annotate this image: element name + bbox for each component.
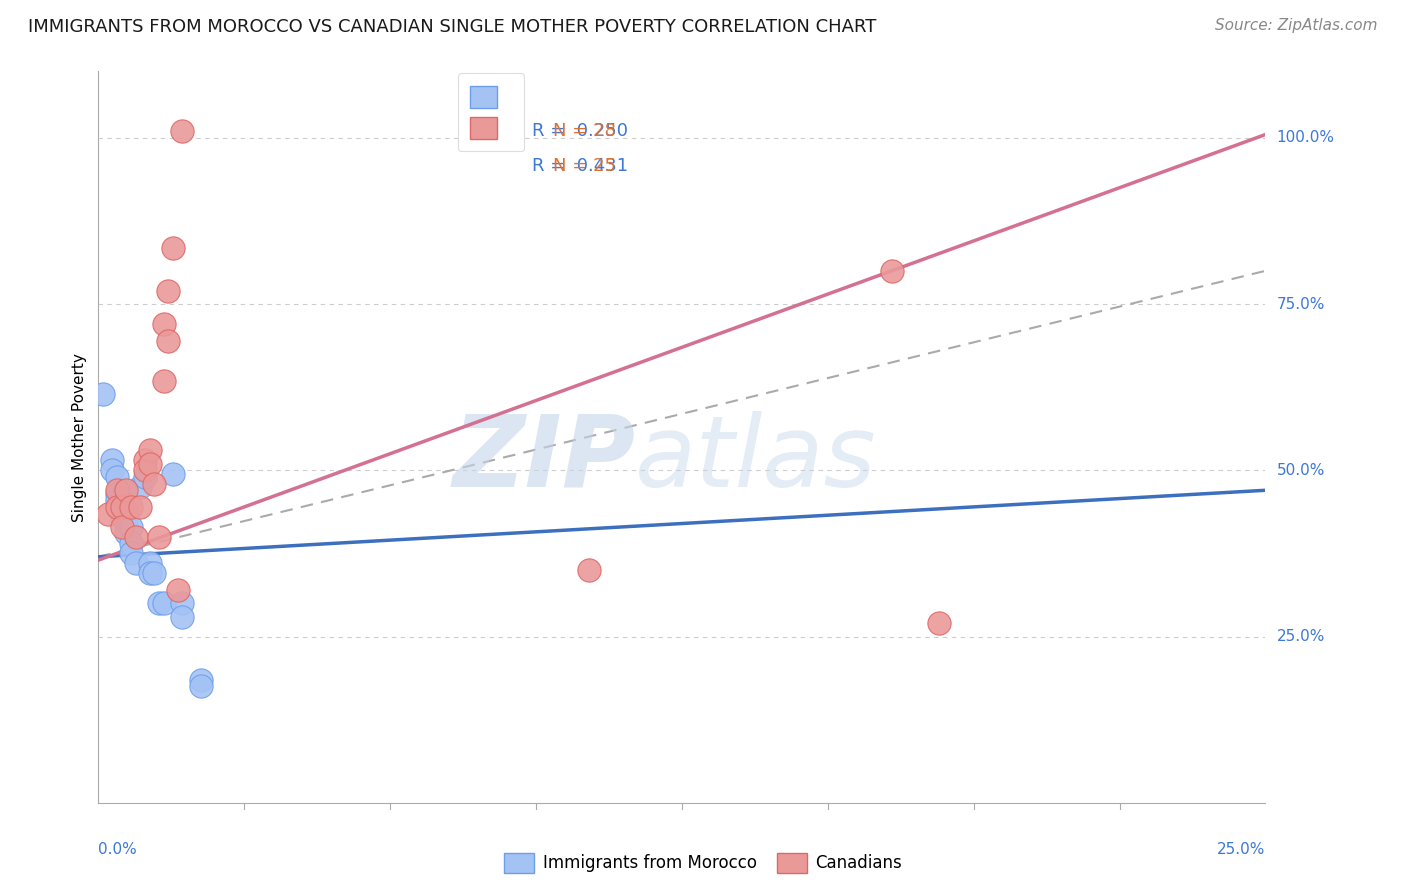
Legend: Immigrants from Morocco, Canadians: Immigrants from Morocco, Canadians [498, 847, 908, 880]
Point [139, 443, 162, 458]
Text: IMMIGRANTS FROM MOROCCO VS CANADIAN SINGLE MOTHER POVERTY CORRELATION CHART: IMMIGRANTS FROM MOROCCO VS CANADIAN SING… [28, 18, 876, 36]
Point [134, 463, 156, 477]
Point [129, 480, 152, 494]
Point [157, 284, 180, 298]
Text: ZIP: ZIP [453, 410, 636, 508]
Point [172, 124, 194, 138]
Point [105, 500, 128, 514]
Point [101, 463, 124, 477]
Text: R =  0.250: R = 0.250 [531, 122, 627, 140]
Point [143, 566, 166, 581]
Point [134, 470, 156, 484]
Point [172, 609, 194, 624]
Point [162, 467, 184, 481]
Point [111, 490, 134, 504]
Point [139, 457, 162, 471]
Point [115, 483, 138, 498]
Legend: , : , [457, 73, 524, 152]
Point [120, 520, 142, 534]
Text: N = 28: N = 28 [553, 122, 616, 140]
Point [101, 453, 124, 467]
Point [152, 317, 174, 331]
Point [120, 500, 142, 514]
Point [120, 536, 142, 550]
Text: atlas: atlas [636, 410, 877, 508]
Point [125, 530, 148, 544]
Point [928, 616, 950, 631]
Point [152, 374, 174, 388]
Point [111, 509, 134, 524]
Point [162, 241, 184, 255]
Text: 75.0%: 75.0% [1277, 297, 1324, 311]
Point [91, 387, 114, 401]
Point [139, 557, 162, 571]
Text: 25.0%: 25.0% [1277, 629, 1324, 644]
Point [134, 453, 156, 467]
Point [115, 526, 138, 541]
Point [172, 596, 194, 610]
Point [105, 470, 128, 484]
Point [111, 500, 134, 514]
Point [157, 334, 180, 348]
Point [129, 500, 152, 514]
Point [125, 557, 148, 571]
Point [166, 582, 188, 597]
Point [105, 486, 128, 500]
Text: N = 25: N = 25 [553, 157, 616, 175]
Point [111, 500, 134, 514]
Point [115, 503, 138, 517]
Point [105, 483, 128, 498]
Point [139, 566, 162, 581]
Point [578, 563, 600, 577]
Point [120, 546, 142, 560]
Point [148, 596, 170, 610]
Text: 0.0%: 0.0% [98, 842, 138, 856]
Point [880, 264, 903, 278]
Point [111, 520, 134, 534]
Point [190, 680, 212, 694]
Point [97, 507, 120, 521]
Point [105, 493, 128, 508]
Point [148, 530, 170, 544]
Y-axis label: Single Mother Poverty: Single Mother Poverty [72, 352, 87, 522]
Text: Source: ZipAtlas.com: Source: ZipAtlas.com [1215, 18, 1378, 33]
Text: 100.0%: 100.0% [1277, 130, 1334, 145]
Point [152, 596, 174, 610]
Text: 25.0%: 25.0% [1218, 842, 1265, 856]
Point [190, 673, 212, 687]
Text: R =  0.431: R = 0.431 [531, 157, 628, 175]
Point [115, 516, 138, 531]
Text: 50.0%: 50.0% [1277, 463, 1324, 478]
Point [143, 476, 166, 491]
